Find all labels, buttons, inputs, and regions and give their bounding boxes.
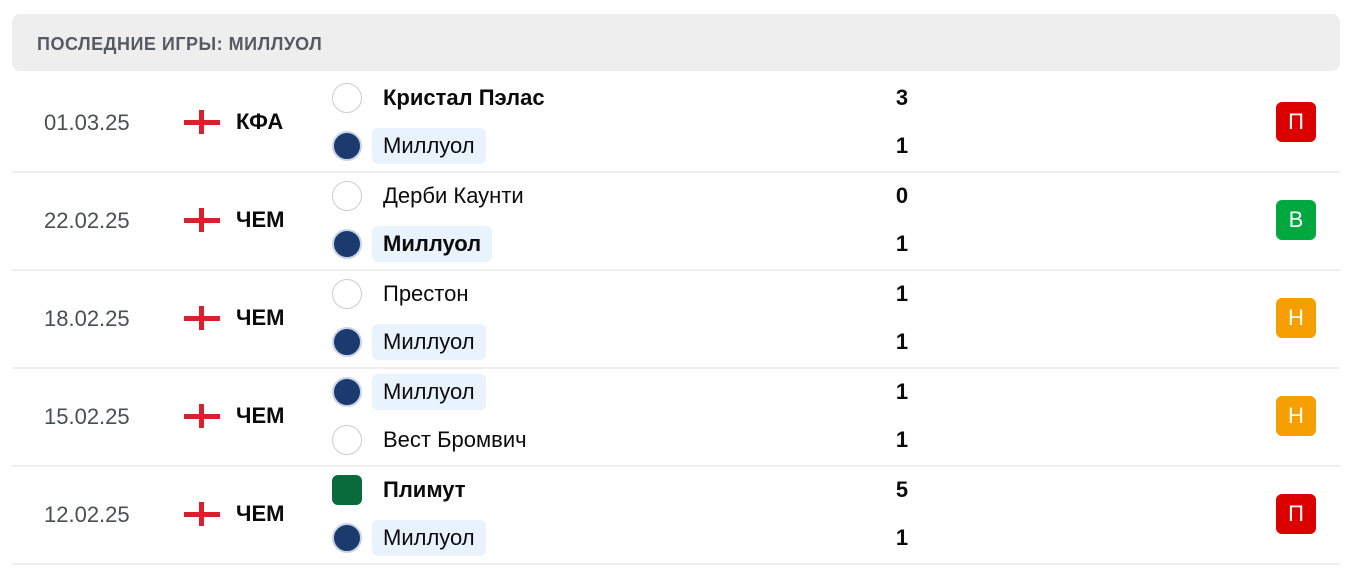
team-score: 1	[895, 281, 909, 306]
team-score: 1	[895, 329, 909, 354]
team-away[interactable]: Миллуол 1	[332, 324, 1032, 360]
team-home[interactable]: Миллуол 1	[332, 374, 1032, 410]
team-name: Кристал Пэлас	[383, 85, 545, 110]
match-row[interactable]: 01.03.25 КФА Кристал Пэлас 3 Миллуол 1 П	[12, 74, 1340, 173]
match-date: 22.02.25	[44, 208, 130, 233]
millwall-logo-icon	[332, 229, 362, 259]
millwall-logo-icon	[332, 131, 362, 161]
competition: ЧЕМ	[236, 207, 285, 232]
england-flag-icon	[184, 306, 220, 330]
result-badge: Н	[1276, 298, 1316, 338]
team-home[interactable]: Кристал Пэлас 3	[332, 80, 1032, 116]
team-away[interactable]: Миллуол 1	[332, 128, 1032, 164]
team-name: Миллуол	[372, 520, 486, 556]
team-name: Миллуол	[372, 324, 486, 360]
team-score: 3	[895, 85, 909, 110]
plymouth-logo-icon	[332, 475, 362, 505]
match-date: 18.02.25	[44, 306, 130, 331]
team-score: 1	[895, 379, 909, 404]
result-badge: П	[1276, 102, 1316, 142]
team-away[interactable]: Миллуол 1	[332, 520, 1032, 556]
team-name: Дерби Каунти	[383, 183, 524, 208]
match-date: 12.02.25	[44, 502, 130, 527]
preston-logo-icon	[332, 279, 362, 309]
match-date: 01.03.25	[44, 110, 130, 135]
competition: КФА	[236, 109, 284, 134]
england-flag-icon	[184, 208, 220, 232]
result-badge: П	[1276, 494, 1316, 534]
team-score: 1	[895, 133, 909, 158]
competition: ЧЕМ	[236, 305, 285, 330]
team-name: Плимут	[383, 477, 466, 502]
team-name: Миллуол	[372, 128, 486, 164]
section-title: ПОСЛЕДНИЕ ИГРЫ: МИЛЛУОЛ	[37, 34, 323, 54]
team-away[interactable]: Миллуол 1	[332, 226, 1032, 262]
england-flag-icon	[184, 502, 220, 526]
team-home[interactable]: Престон 1	[332, 276, 1032, 312]
match-date: 15.02.25	[44, 404, 130, 429]
competition: ЧЕМ	[236, 403, 285, 428]
derby-county-logo-icon	[332, 181, 362, 211]
competition: ЧЕМ	[236, 501, 285, 526]
team-away[interactable]: Вест Бромвич 1	[332, 422, 1032, 458]
millwall-logo-icon	[332, 327, 362, 357]
match-row[interactable]: 22.02.25 ЧЕМ Дерби Каунти 0 Миллуол 1 В	[12, 172, 1340, 271]
millwall-logo-icon	[332, 523, 362, 553]
match-row[interactable]: 12.02.25 ЧЕМ Плимут 5 Миллуол 1 П	[12, 466, 1340, 565]
result-badge: Н	[1276, 396, 1316, 436]
team-score: 1	[895, 231, 909, 256]
team-name: Престон	[383, 281, 469, 306]
crystal-palace-logo-icon	[332, 83, 362, 113]
england-flag-icon	[184, 110, 220, 134]
match-row[interactable]: 18.02.25 ЧЕМ Престон 1 Миллуол 1 Н	[12, 270, 1340, 369]
team-score: 5	[895, 477, 909, 502]
millwall-logo-icon	[332, 377, 362, 407]
team-name: Миллуол	[372, 226, 493, 262]
match-row[interactable]: 15.02.25 ЧЕМ Миллуол 1 Вест Бромвич 1 Н	[12, 368, 1340, 467]
team-score: 1	[895, 427, 909, 452]
team-score: 0	[895, 183, 909, 208]
england-flag-icon	[184, 404, 220, 428]
team-name: Вест Бромвич	[383, 427, 527, 452]
team-home[interactable]: Плимут 5	[332, 472, 1032, 508]
section-header: ПОСЛЕДНИЕ ИГРЫ: МИЛЛУОЛ	[12, 14, 1340, 71]
result-badge: В	[1276, 200, 1316, 240]
team-home[interactable]: Дерби Каунти 0	[332, 178, 1032, 214]
west-brom-logo-icon	[332, 425, 362, 455]
team-score: 1	[895, 525, 909, 550]
team-name: Миллуол	[372, 374, 486, 410]
